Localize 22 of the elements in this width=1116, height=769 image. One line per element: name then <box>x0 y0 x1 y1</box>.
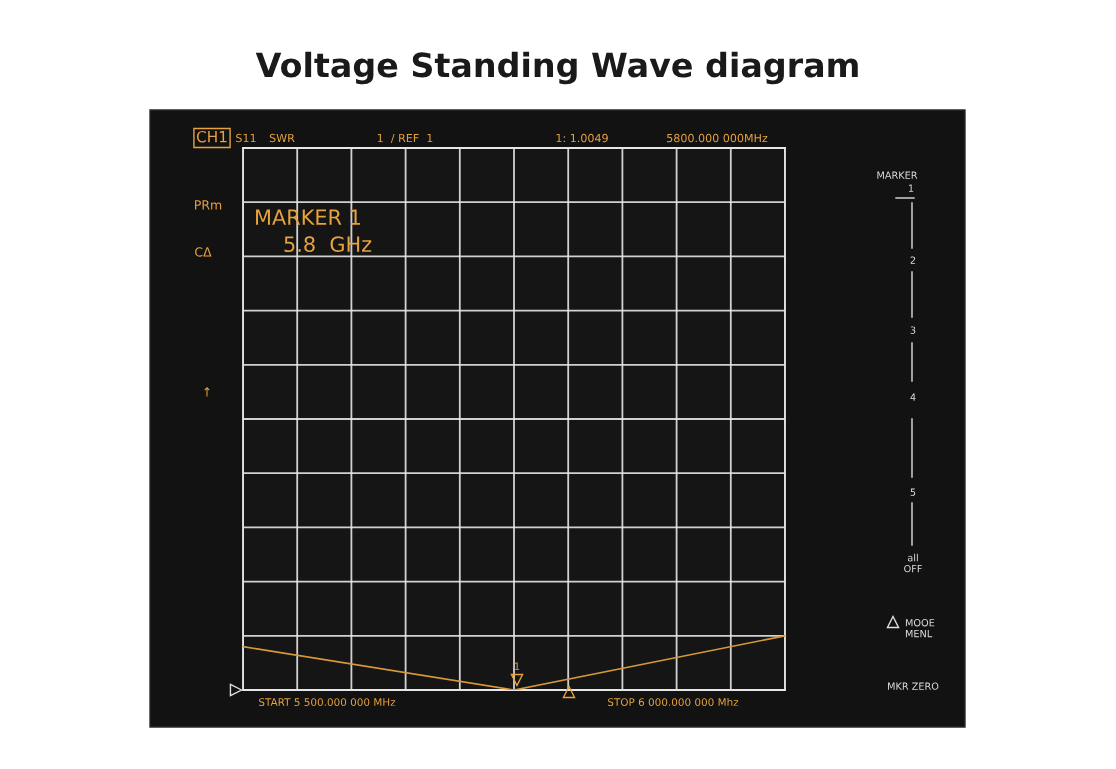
text: 5800.000 000MHz <box>667 133 768 143</box>
text: SWR <box>269 133 295 143</box>
text: CH1 <box>196 130 227 143</box>
text: ↑ <box>204 387 210 397</box>
annotation: 1 <box>514 662 520 670</box>
text: 3 <box>910 326 916 334</box>
text: START 5 500.000 000 MHz <box>259 698 396 707</box>
text: MARKER <box>877 171 918 179</box>
text: 1: 1.0049 <box>556 133 608 143</box>
text: 1 <box>908 184 914 192</box>
chart-title: Voltage Standing Wave diagram <box>255 51 858 85</box>
text: 5 <box>910 488 916 496</box>
text: all OFF <box>904 553 922 573</box>
text: 1 / REF 1 <box>377 133 433 144</box>
text: 2 <box>910 256 916 264</box>
text: MOOE MENL <box>905 619 935 638</box>
text: MKR ZERO <box>888 682 939 690</box>
text: STOP 6 000.000 000 Mhz <box>608 697 739 707</box>
text: PRm <box>195 200 222 210</box>
text: 4 <box>910 393 916 401</box>
text: S11 <box>236 133 256 143</box>
text: CΔ <box>195 247 212 257</box>
